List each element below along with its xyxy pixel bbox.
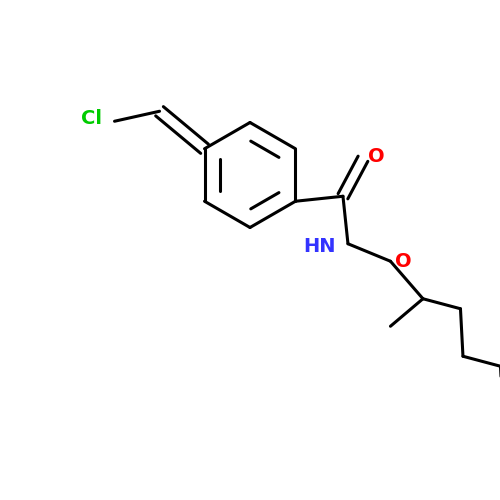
Text: HN: HN	[303, 237, 336, 256]
Text: Cl: Cl	[81, 110, 102, 128]
Text: O: O	[368, 147, 384, 166]
Text: O: O	[396, 252, 412, 270]
